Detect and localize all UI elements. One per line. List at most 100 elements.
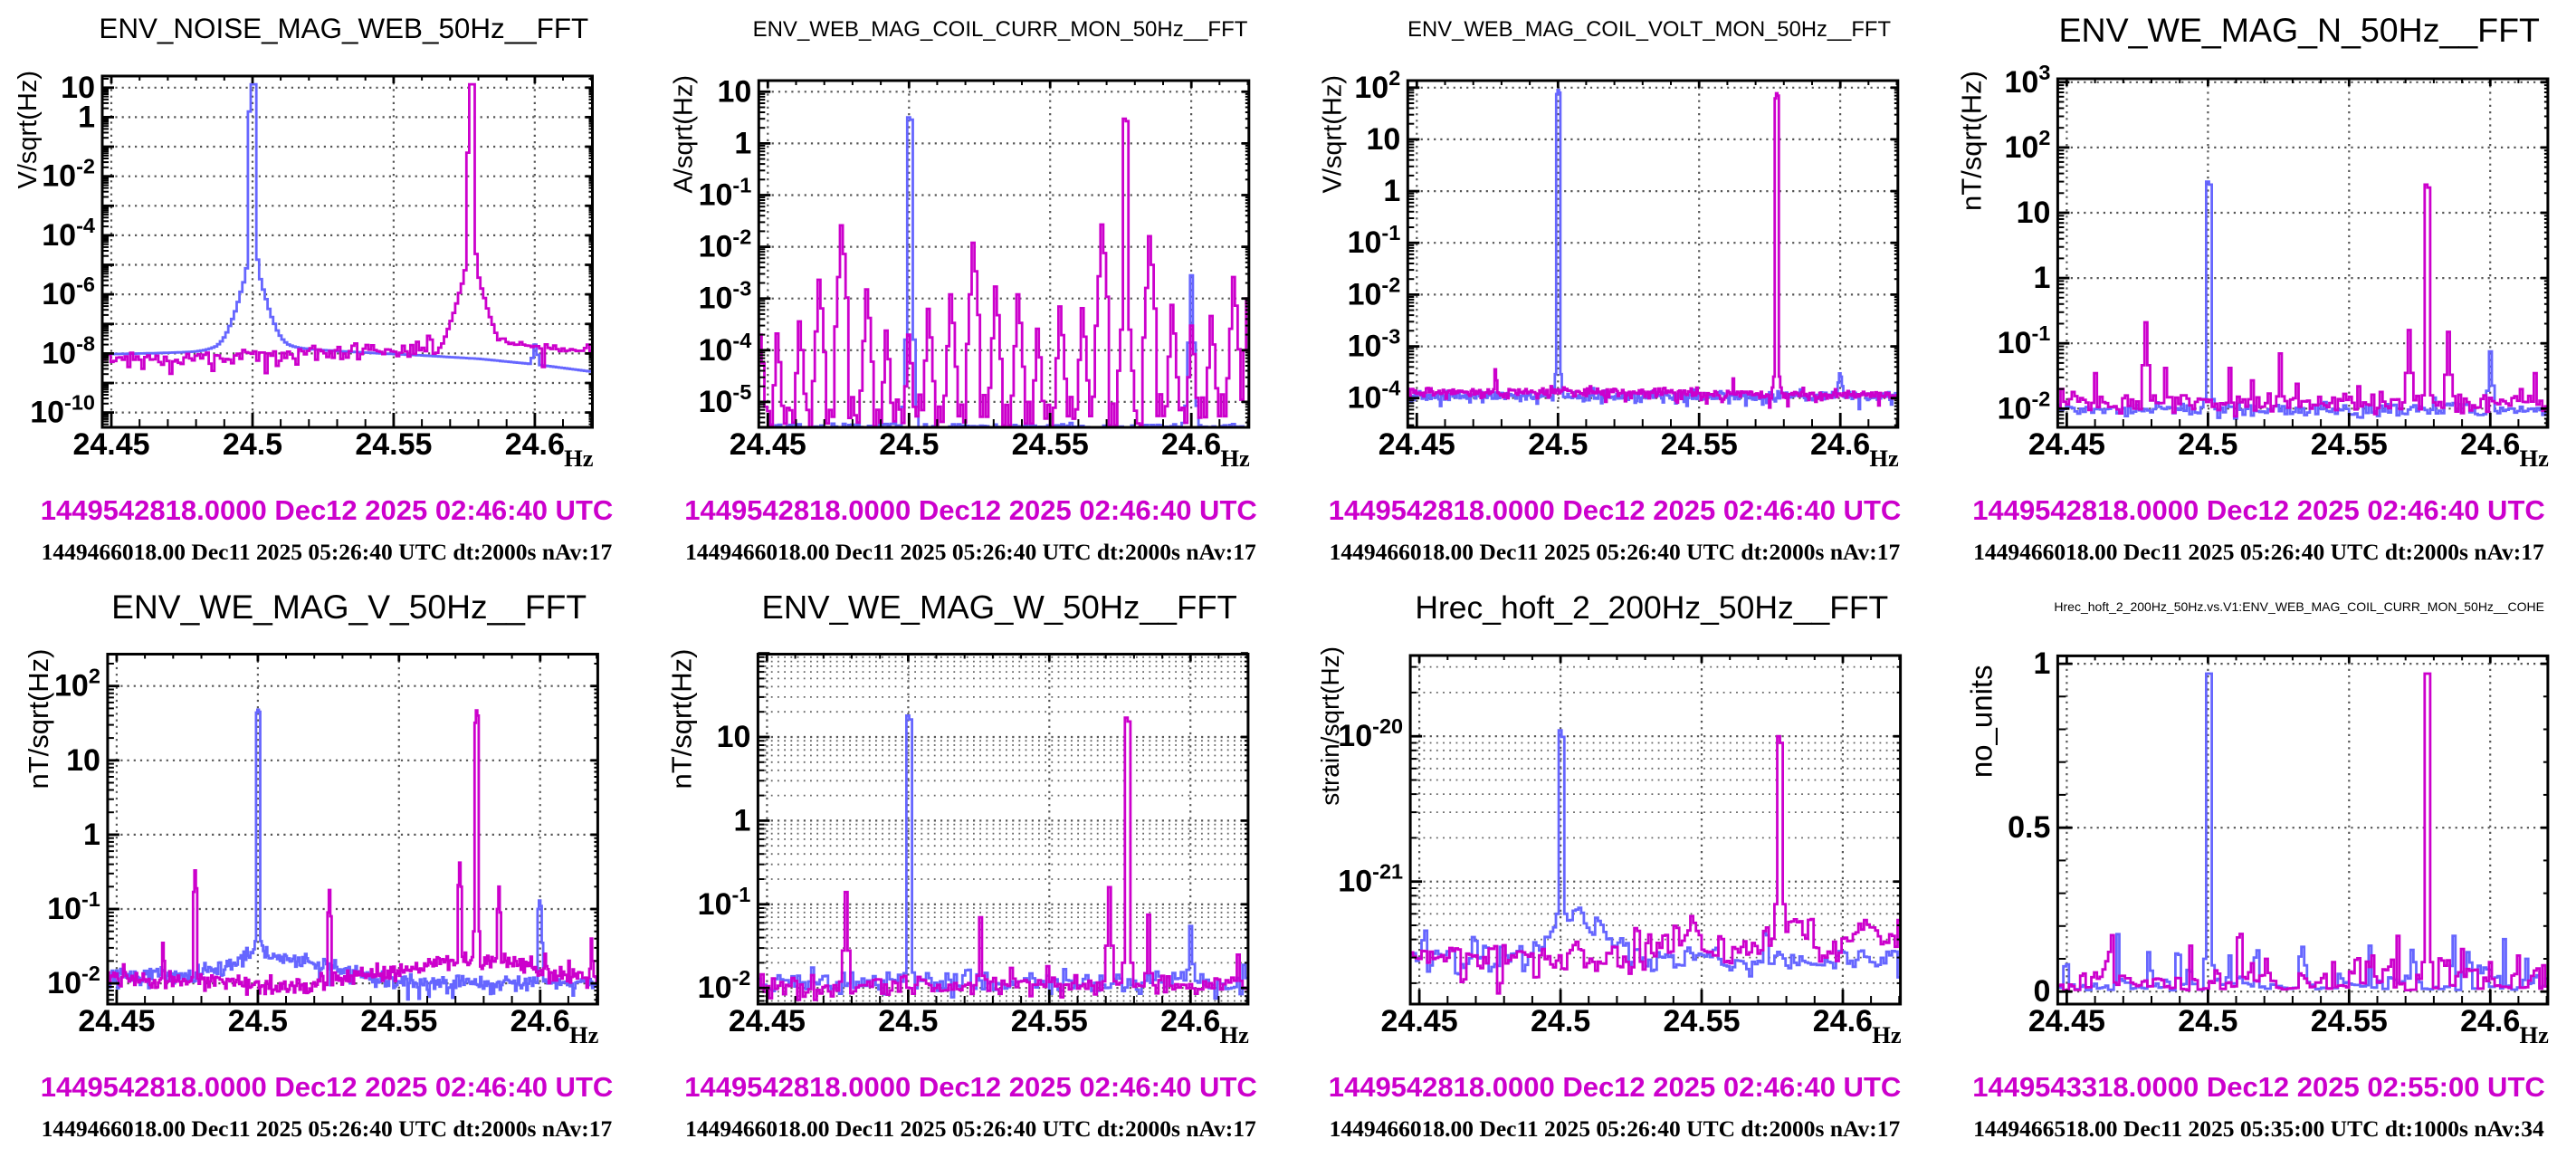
svg-text:1: 1 — [78, 100, 95, 134]
svg-text:1: 1 — [1383, 174, 1400, 208]
svg-text:10-2: 10-2 — [698, 966, 751, 1005]
svg-text:ENV_WEB_MAG_COIL_CURR_MON_50Hz: ENV_WEB_MAG_COIL_CURR_MON_50Hz__FFT — [753, 17, 1248, 42]
svg-text:10-1: 10-1 — [47, 887, 100, 926]
svg-text:24.45: 24.45 — [72, 427, 149, 462]
svg-text:24.5: 24.5 — [223, 427, 282, 462]
svg-text:24.45: 24.45 — [730, 427, 806, 462]
svg-text:102: 102 — [1354, 66, 1400, 105]
svg-text:1449466018.00 Dec11 2025 05:26: 1449466018.00 Dec11 2025 05:26:40 UTC dt… — [685, 539, 1256, 565]
svg-text:V/sqrt(Hz): V/sqrt(Hz) — [1318, 75, 1347, 194]
svg-text:1449466018.00 Dec11 2025 05:26: 1449466018.00 Dec11 2025 05:26:40 UTC dt… — [42, 539, 613, 565]
svg-text:10-1: 10-1 — [1348, 221, 1401, 260]
svg-text:1: 1 — [733, 803, 750, 837]
svg-text:1449466018.00 Dec11 2025 05:26: 1449466018.00 Dec11 2025 05:26:40 UTC dt… — [1330, 539, 1901, 565]
svg-text:1449466018.00 Dec11 2025 05:26: 1449466018.00 Dec11 2025 05:26:40 UTC dt… — [1330, 1115, 1901, 1142]
svg-text:10-10: 10-10 — [30, 391, 95, 430]
svg-text:24.5: 24.5 — [228, 1004, 288, 1038]
svg-text:24.45: 24.45 — [2028, 427, 2105, 462]
svg-text:24.55: 24.55 — [1663, 1004, 1740, 1038]
svg-text:Hz: Hz — [1220, 445, 1250, 472]
svg-text:Hz: Hz — [1872, 1021, 1902, 1048]
svg-text:1449542818.0000 Dec12 2025 02:: 1449542818.0000 Dec12 2025 02:46:40 UTC — [1329, 1071, 1902, 1103]
svg-text:1449542818.0000 Dec12 2025 02:: 1449542818.0000 Dec12 2025 02:46:40 UTC — [1329, 494, 1902, 526]
svg-text:1449466018.00 Dec11 2025 05:26: 1449466018.00 Dec11 2025 05:26:40 UTC dt… — [1973, 539, 2544, 565]
svg-text:1449542818.0000 Dec12 2025 02:: 1449542818.0000 Dec12 2025 02:46:40 UTC — [684, 494, 1257, 526]
svg-text:ENV_WE_MAG_N_50Hz__FFT: ENV_WE_MAG_N_50Hz__FFT — [2058, 11, 2540, 49]
svg-text:10-5: 10-5 — [699, 380, 752, 419]
svg-text:10-2: 10-2 — [699, 225, 752, 264]
svg-text:10-4: 10-4 — [699, 329, 752, 368]
svg-text:24.6: 24.6 — [1810, 427, 1870, 462]
svg-text:10-2: 10-2 — [42, 155, 95, 194]
svg-text:24.6: 24.6 — [505, 427, 565, 462]
svg-text:10-2: 10-2 — [1348, 273, 1401, 311]
svg-text:24.5: 24.5 — [1531, 1004, 1590, 1038]
svg-text:24.6: 24.6 — [1160, 1004, 1220, 1038]
svg-text:24.55: 24.55 — [1012, 427, 1089, 462]
svg-text:24.6: 24.6 — [2460, 1004, 2520, 1038]
svg-text:24.6: 24.6 — [1813, 1004, 1873, 1038]
svg-text:1: 1 — [2033, 261, 2050, 295]
svg-text:10-2: 10-2 — [47, 962, 100, 1000]
svg-text:10: 10 — [66, 743, 100, 778]
svg-text:ENV_NOISE_MAG_WEB_50Hz__FFT: ENV_NOISE_MAG_WEB_50Hz__FFT — [99, 13, 588, 44]
svg-text:ENV_WE_MAG_W_50Hz__FFT: ENV_WE_MAG_W_50Hz__FFT — [762, 589, 1237, 626]
svg-text:nT/sqrt(Hz): nT/sqrt(Hz) — [665, 649, 697, 790]
svg-text:24.55: 24.55 — [2311, 1004, 2388, 1038]
svg-text:10-1: 10-1 — [698, 883, 751, 922]
svg-text:10-3: 10-3 — [1348, 325, 1401, 364]
svg-text:Hz: Hz — [1869, 445, 1899, 472]
svg-text:1449542818.0000 Dec12 2025 02:: 1449542818.0000 Dec12 2025 02:46:40 UTC — [684, 1071, 1257, 1103]
svg-text:1449466018.00 Dec11 2025 05:26: 1449466018.00 Dec11 2025 05:26:40 UTC dt… — [42, 1115, 613, 1142]
svg-text:24.5: 24.5 — [878, 1004, 938, 1038]
svg-text:102: 102 — [54, 665, 100, 703]
svg-text:10-3: 10-3 — [699, 277, 752, 316]
svg-text:ENV_WEB_MAG_COIL_VOLT_MON_50Hz: ENV_WEB_MAG_COIL_VOLT_MON_50Hz__FFT — [1407, 17, 1891, 42]
svg-text:nT/sqrt(Hz): nT/sqrt(Hz) — [23, 649, 54, 790]
svg-text:Hz: Hz — [569, 1021, 599, 1048]
svg-text:24.6: 24.6 — [1161, 427, 1221, 462]
svg-text:10: 10 — [717, 74, 751, 109]
svg-text:24.6: 24.6 — [2460, 427, 2520, 462]
svg-text:10-4: 10-4 — [1348, 377, 1401, 416]
svg-text:24.55: 24.55 — [355, 427, 432, 462]
svg-text:24.6: 24.6 — [510, 1004, 570, 1038]
svg-text:strain/sqrt(Hz): strain/sqrt(Hz) — [1316, 646, 1344, 806]
svg-text:1449542818.0000 Dec12 2025 02:: 1449542818.0000 Dec12 2025 02:46:40 UTC — [41, 494, 614, 526]
svg-text:10-1: 10-1 — [699, 174, 752, 213]
svg-text:A/sqrt(Hz): A/sqrt(Hz) — [669, 75, 698, 194]
svg-text:24.5: 24.5 — [879, 427, 939, 462]
svg-text:no_units: no_units — [1964, 665, 1998, 778]
svg-text:0.5: 0.5 — [2008, 810, 2050, 845]
svg-text:24.5: 24.5 — [2178, 427, 2237, 462]
svg-text:10: 10 — [61, 71, 95, 105]
svg-text:V/sqrt(Hz): V/sqrt(Hz) — [14, 71, 43, 189]
svg-text:1449466518.00 Dec11 2025 05:35: 1449466518.00 Dec11 2025 05:35:00 UTC dt… — [1973, 1115, 2544, 1142]
svg-text:24.45: 24.45 — [2028, 1004, 2105, 1038]
svg-text:24.45: 24.45 — [1379, 427, 1455, 462]
svg-text:Hz: Hz — [564, 445, 594, 472]
svg-text:24.45: 24.45 — [729, 1004, 806, 1038]
svg-text:Hrec_hoft_2_200Hz_50Hz.vs.V1:E: Hrec_hoft_2_200Hz_50Hz.vs.V1:ENV_WEB_MAG… — [2054, 599, 2544, 614]
svg-text:1449466018.00 Dec11 2025 05:26: 1449466018.00 Dec11 2025 05:26:40 UTC dt… — [685, 1115, 1256, 1142]
svg-text:10-4: 10-4 — [42, 214, 95, 253]
svg-text:24.55: 24.55 — [360, 1004, 437, 1038]
svg-text:0: 0 — [2033, 974, 2050, 1009]
svg-text:24.5: 24.5 — [2178, 1004, 2237, 1038]
svg-text:10-6: 10-6 — [42, 273, 95, 311]
svg-text:ENV_WE_MAG_V_50Hz__FFT: ENV_WE_MAG_V_50Hz__FFT — [111, 588, 587, 626]
svg-text:1449542818.0000 Dec12 2025 02:: 1449542818.0000 Dec12 2025 02:46:40 UTC — [1972, 494, 2545, 526]
svg-text:103: 103 — [2004, 61, 2050, 100]
svg-text:10-20: 10-20 — [1338, 714, 1403, 753]
svg-text:24.45: 24.45 — [78, 1004, 155, 1038]
svg-text:1449542818.0000 Dec12 2025 02:: 1449542818.0000 Dec12 2025 02:46:40 UTC — [41, 1071, 614, 1103]
svg-text:24.55: 24.55 — [1661, 427, 1738, 462]
svg-text:10-8: 10-8 — [42, 331, 95, 370]
svg-text:24.55: 24.55 — [2311, 427, 2388, 462]
svg-text:Hz: Hz — [2520, 445, 2550, 472]
svg-text:nT/sqrt(Hz): nT/sqrt(Hz) — [1955, 71, 1987, 211]
svg-text:10: 10 — [717, 720, 751, 754]
svg-text:10-2: 10-2 — [1998, 387, 2051, 426]
svg-text:Hz: Hz — [1220, 1021, 1250, 1048]
svg-text:1: 1 — [2033, 646, 2050, 681]
